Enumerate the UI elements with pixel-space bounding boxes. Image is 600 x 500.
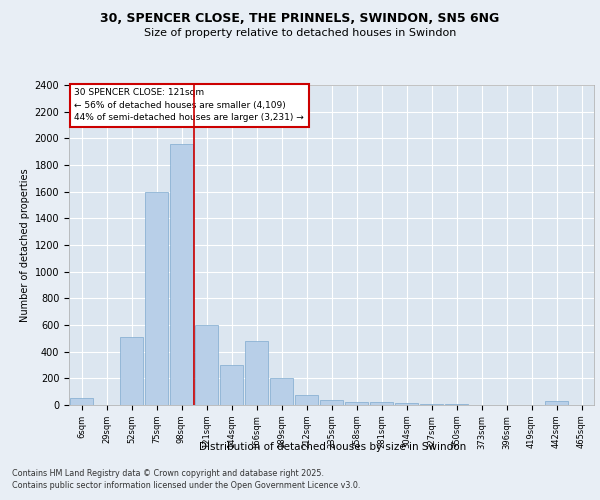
Y-axis label: Number of detached properties: Number of detached properties xyxy=(20,168,31,322)
Bar xyxy=(419,404,443,405)
Bar xyxy=(295,395,319,405)
Bar xyxy=(395,403,418,405)
Bar xyxy=(170,144,193,405)
Bar xyxy=(220,365,244,405)
Bar xyxy=(194,325,218,405)
Text: 30 SPENCER CLOSE: 121sqm
← 56% of detached houses are smaller (4,109)
44% of sem: 30 SPENCER CLOSE: 121sqm ← 56% of detach… xyxy=(74,88,304,122)
Bar xyxy=(245,341,268,405)
Bar xyxy=(445,404,469,405)
Bar xyxy=(370,402,394,405)
Bar xyxy=(320,400,343,405)
Text: Contains public sector information licensed under the Open Government Licence v3: Contains public sector information licen… xyxy=(12,481,361,490)
Text: 30, SPENCER CLOSE, THE PRINNELS, SWINDON, SN5 6NG: 30, SPENCER CLOSE, THE PRINNELS, SWINDON… xyxy=(100,12,500,26)
Bar xyxy=(145,192,169,405)
Bar xyxy=(344,402,368,405)
Bar xyxy=(269,378,293,405)
Bar xyxy=(119,337,143,405)
Bar xyxy=(545,402,568,405)
Text: Size of property relative to detached houses in Swindon: Size of property relative to detached ho… xyxy=(144,28,456,38)
Text: Distribution of detached houses by size in Swindon: Distribution of detached houses by size … xyxy=(199,442,467,452)
Bar xyxy=(70,398,94,405)
Text: Contains HM Land Registry data © Crown copyright and database right 2025.: Contains HM Land Registry data © Crown c… xyxy=(12,469,324,478)
